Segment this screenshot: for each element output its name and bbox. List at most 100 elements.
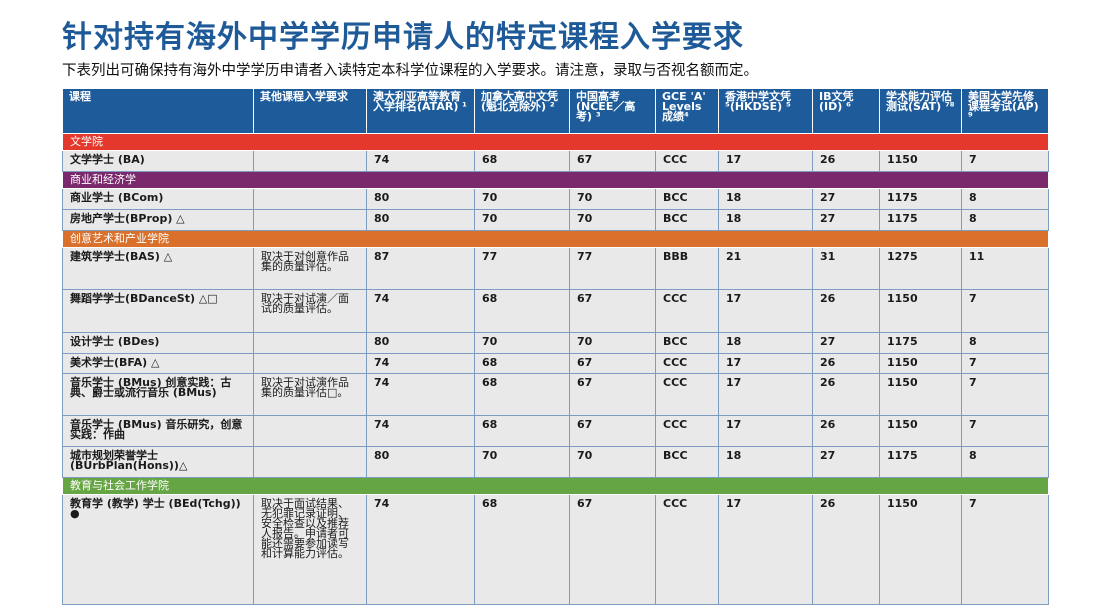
other-requirement [253,446,367,478]
score-cell: 68 [474,353,570,374]
other-requirement [253,415,367,447]
other-requirement: 取决于对试演／面试的质量评估。 [253,289,367,333]
score-cell: 17 [718,373,813,416]
section-row: 教育与社会工作学院 [62,477,1049,495]
score-cell: 26 [812,353,880,374]
course-name: 设计学士 (BDes) [62,332,254,354]
score-cell: 18 [718,332,813,354]
score-cell: 17 [718,289,813,333]
title: 针对持有海外中学学历申请人的特定课程入学要求 [62,20,744,55]
score-cell: 26 [812,373,880,416]
score-cell: 7 [961,353,1049,374]
other-requirement [253,188,367,210]
score-cell: 27 [812,209,880,231]
score-cell: 70 [474,446,570,478]
score-cell: 77 [474,247,570,290]
score-cell: 68 [474,150,570,172]
score-cell: 26 [812,150,880,172]
course-row: 音乐学士 (BMus) 创意实践：古典、爵士或流行音乐 (BMus) 取决于对试演… [62,373,1049,416]
score-cell: 67 [569,415,656,447]
section-row: 商业和经济学 [62,171,1049,189]
score-cell: 68 [474,494,570,605]
column-header: 香港中学文凭⁵(HKDSE) ⁵ [718,88,813,134]
score-cell: BBB [655,247,719,290]
other-requirement [253,209,367,231]
score-cell: 7 [961,494,1049,605]
score-cell: 70 [474,188,570,210]
score-cell: 17 [718,415,813,447]
score-cell: 67 [569,373,656,416]
score-cell: 11 [961,247,1049,290]
section-name: 商业和经济学 [62,171,1049,189]
score-cell: 18 [718,209,813,231]
score-cell: BCC [655,188,719,210]
section-name: 教育与社会工作学院 [62,477,1049,495]
score-cell: 77 [569,247,656,290]
column-header: 美国大学先修课程考试(AP) ⁹ [961,88,1049,134]
score-cell: 26 [812,289,880,333]
score-cell: CCC [655,415,719,447]
course-row: 设计学士 (BDes) 80 70 70 BCC 18 27 1175 8 [62,332,1049,354]
column-header: 学术能力评估测试(SAT) ⁷⁸ [879,88,962,134]
score-cell: 87 [366,247,475,290]
course-name: 音乐学士 (BMus) 音乐研究，创意实践：作曲 [62,415,254,447]
score-cell: 80 [366,188,475,210]
score-cell: 74 [366,289,475,333]
score-cell: 8 [961,332,1049,354]
course-name: 商业学士 (BCom) [62,188,254,210]
score-cell: BCC [655,209,719,231]
score-cell: 74 [366,150,475,172]
score-cell: 8 [961,209,1049,231]
other-requirement: 取决于对创意作品集的质量评估。 [253,247,367,290]
score-cell: 27 [812,188,880,210]
score-cell: 8 [961,188,1049,210]
score-cell: 74 [366,494,475,605]
score-cell: 18 [718,446,813,478]
score-cell: 1175 [879,332,962,354]
course-row: 教育学 (教学) 学士 (BEd(Tchg)) ● 取决于面试结果、无犯罪记录证明… [62,494,1049,605]
column-header: 课程 [62,88,254,134]
section-row: 创意艺术和产业学院 [62,230,1049,248]
score-cell: CCC [655,353,719,374]
section-row: 文学院 [62,133,1049,151]
course-row: 商业学士 (BCom) 80 70 70 BCC 18 27 1175 8 [62,188,1049,210]
column-header: IB文凭(ID) ⁶ [812,88,880,134]
score-cell: 67 [569,353,656,374]
header-row: 课程 其他课程入学要求 澳大利亚高等教育入学排名(ATAR) ¹ 加拿大高中文凭(魁北… [62,88,1049,134]
course-name: 舞蹈学学士(BDanceSt) △□ [62,289,254,333]
score-cell: CCC [655,150,719,172]
other-requirement [253,353,367,374]
score-cell: 1150 [879,373,962,416]
score-cell: 70 [569,209,656,231]
score-cell: 17 [718,150,813,172]
score-cell: 17 [718,494,813,605]
score-cell: 1275 [879,247,962,290]
course-row: 美术学士(BFA) △ 74 68 67 CCC 17 26 1150 7 [62,353,1049,374]
score-cell: 1150 [879,494,962,605]
score-cell: 74 [366,353,475,374]
score-cell: 74 [366,373,475,416]
course-name: 文学学士 (BA) [62,150,254,172]
score-cell: 67 [569,289,656,333]
score-cell: 17 [718,353,813,374]
score-cell: 7 [961,415,1049,447]
score-cell: 67 [569,150,656,172]
course-row: 文学学士 (BA) 74 68 67 CCC 17 26 1150 7 [62,150,1049,172]
score-cell: 70 [474,209,570,231]
score-cell: 67 [569,494,656,605]
score-cell: 7 [961,150,1049,172]
other-requirement: 取决于面试结果、无犯罪记录证明、安全检查以及推荐人报告。申请者可能还需要参加读写… [253,494,367,605]
score-cell: 1150 [879,415,962,447]
score-cell: 80 [366,209,475,231]
score-cell: 70 [474,332,570,354]
course-name: 城市规划荣誉学士 (BUrbPlan(Hons))△ [62,446,254,478]
course-row: 舞蹈学学士(BDanceSt) △□ 取决于对试演／面试的质量评估。 74 68 67 C… [62,289,1049,333]
requirements-table: 课程 其他课程入学要求 澳大利亚高等教育入学排名(ATAR) ¹ 加拿大高中文凭(魁北… [62,88,1049,605]
score-cell: 68 [474,289,570,333]
score-cell: 68 [474,415,570,447]
score-cell: 27 [812,332,880,354]
score-cell: 18 [718,188,813,210]
score-cell: BCC [655,332,719,354]
course-row: 房地产学士(BProp) △ 80 70 70 BCC 18 27 1175 8 [62,209,1049,231]
score-cell: 1150 [879,289,962,333]
